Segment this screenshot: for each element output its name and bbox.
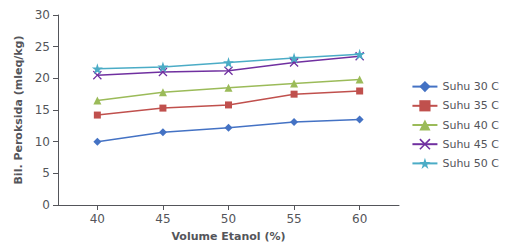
svg-text:Suhu 35 C: Suhu 35 C [442, 99, 499, 112]
svg-text:Suhu 30 C: Suhu 30 C [442, 80, 499, 93]
svg-text:Suhu 50 C: Suhu 50 C [442, 157, 499, 170]
svg-text:Suhu 40 C: Suhu 40 C [442, 119, 499, 132]
svg-text:45: 45 [155, 212, 170, 226]
svg-text:5: 5 [42, 166, 50, 180]
svg-text:10: 10 [35, 135, 50, 149]
svg-text:Volume Etanol (%): Volume Etanol (%) [171, 230, 285, 243]
svg-text:15: 15 [35, 103, 50, 117]
svg-text:40: 40 [90, 212, 105, 226]
svg-text:20: 20 [35, 71, 50, 85]
svg-text:0: 0 [42, 198, 50, 212]
svg-text:25: 25 [35, 40, 50, 54]
svg-text:Suhu 45 C: Suhu 45 C [442, 138, 499, 151]
svg-text:Bil. Peroksida (mleq/kg): Bil. Peroksida (mleq/kg) [12, 35, 25, 184]
svg-text:30: 30 [35, 8, 50, 22]
svg-text:50: 50 [221, 212, 236, 226]
svg-text:55: 55 [286, 212, 301, 226]
svg-text:60: 60 [352, 212, 367, 226]
